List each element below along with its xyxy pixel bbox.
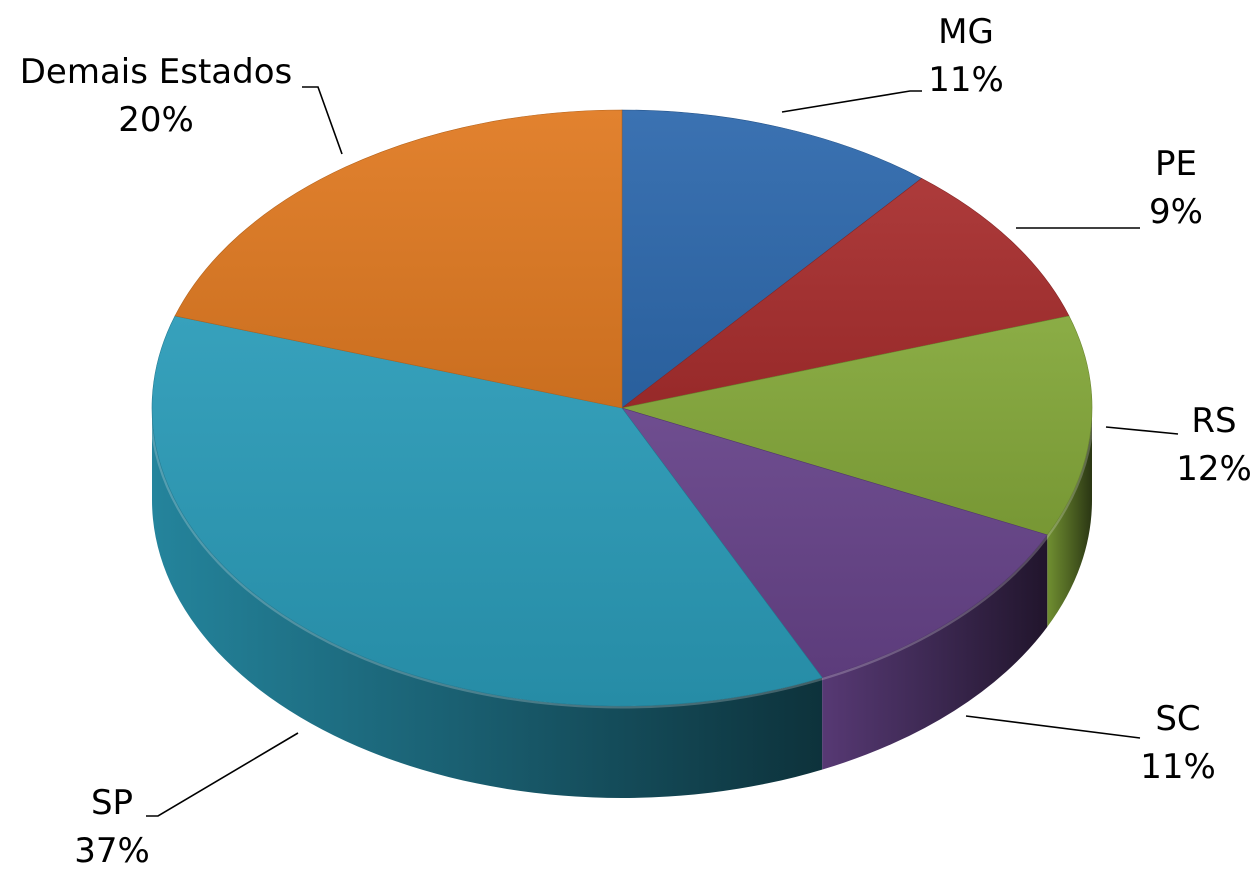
slice-label-demais-estados: Demais Estados: [20, 52, 292, 92]
slice-percent-rs: 12%: [1176, 449, 1252, 489]
pie-slice-pe: [621, 178, 1070, 409]
leader-lines: [146, 86, 1179, 817]
data-labels: MG 11% PE 9% RS 12% SC 11% SP 37% Demais Estados 20…: [20, 12, 1252, 871]
pie-slice-sc: [621, 407, 1048, 678]
slice-label-sp: SP: [91, 783, 133, 823]
leader-line-sp: [146, 732, 299, 817]
pie-slice-mg: [621, 109, 923, 409]
leader-line-demais-estados: [302, 86, 343, 155]
pie-side-sc: [822, 534, 1048, 770]
slice-label-rs: RS: [1191, 401, 1236, 441]
pie-side-sp: [151, 408, 823, 799]
pie-slice-demais-estados: [174, 109, 623, 409]
slice-percent-demais-estados: 20%: [118, 100, 194, 140]
leader-line-mg: [781, 90, 922, 113]
slice-percent-pe: 9%: [1149, 192, 1203, 232]
slice-percent-mg: 11%: [928, 60, 1004, 100]
pie-slice-sp: [151, 315, 823, 707]
slice-label-pe: PE: [1155, 144, 1197, 184]
pie-top-faces: [151, 109, 1093, 707]
slice-percent-sp: 37%: [74, 831, 150, 871]
slice-percent-sc: 11%: [1140, 747, 1216, 787]
leader-line-sc: [965, 715, 1141, 739]
leader-line-rs: [1105, 426, 1179, 435]
slice-label-mg: MG: [938, 12, 994, 52]
pie-side-rs: [1047, 408, 1092, 627]
slice-label-sc: SC: [1155, 699, 1200, 739]
pie-slice-rs: [621, 315, 1093, 536]
